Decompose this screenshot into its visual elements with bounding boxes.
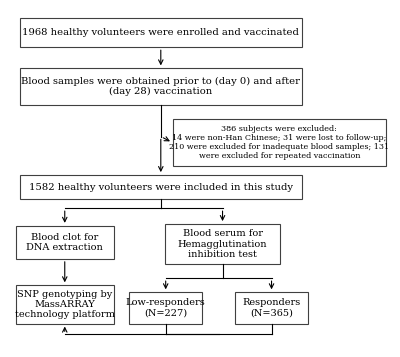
FancyBboxPatch shape: [172, 119, 386, 166]
FancyBboxPatch shape: [16, 226, 114, 259]
Text: 1582 healthy volunteers were included in this study: 1582 healthy volunteers were included in…: [29, 183, 293, 192]
Text: Blood serum for
Hemagglutination
inhibition test: Blood serum for Hemagglutination inhibit…: [178, 229, 267, 259]
FancyBboxPatch shape: [16, 285, 114, 324]
FancyBboxPatch shape: [20, 17, 302, 47]
FancyBboxPatch shape: [130, 292, 202, 324]
Text: 1968 healthy volunteers were enrolled and vaccinated: 1968 healthy volunteers were enrolled an…: [22, 28, 299, 37]
FancyBboxPatch shape: [20, 68, 302, 105]
Text: Responders
(N=365): Responders (N=365): [242, 298, 301, 318]
Text: 386 subjects were excluded:
14 were non-Han Chinese; 31 were lost to follow-up;
: 386 subjects were excluded: 14 were non-…: [169, 125, 390, 160]
Text: Blood samples were obtained prior to (day 0) and after
(day 28) vaccination: Blood samples were obtained prior to (da…: [21, 77, 300, 96]
FancyBboxPatch shape: [20, 175, 302, 200]
Text: Low-responders
(N=227): Low-responders (N=227): [126, 298, 206, 318]
FancyBboxPatch shape: [165, 224, 280, 264]
Text: Blood clot for
DNA extraction: Blood clot for DNA extraction: [26, 233, 103, 252]
Text: SNP genotyping by
MassARRAY
technology platform: SNP genotyping by MassARRAY technology p…: [15, 290, 115, 320]
FancyBboxPatch shape: [235, 292, 308, 324]
